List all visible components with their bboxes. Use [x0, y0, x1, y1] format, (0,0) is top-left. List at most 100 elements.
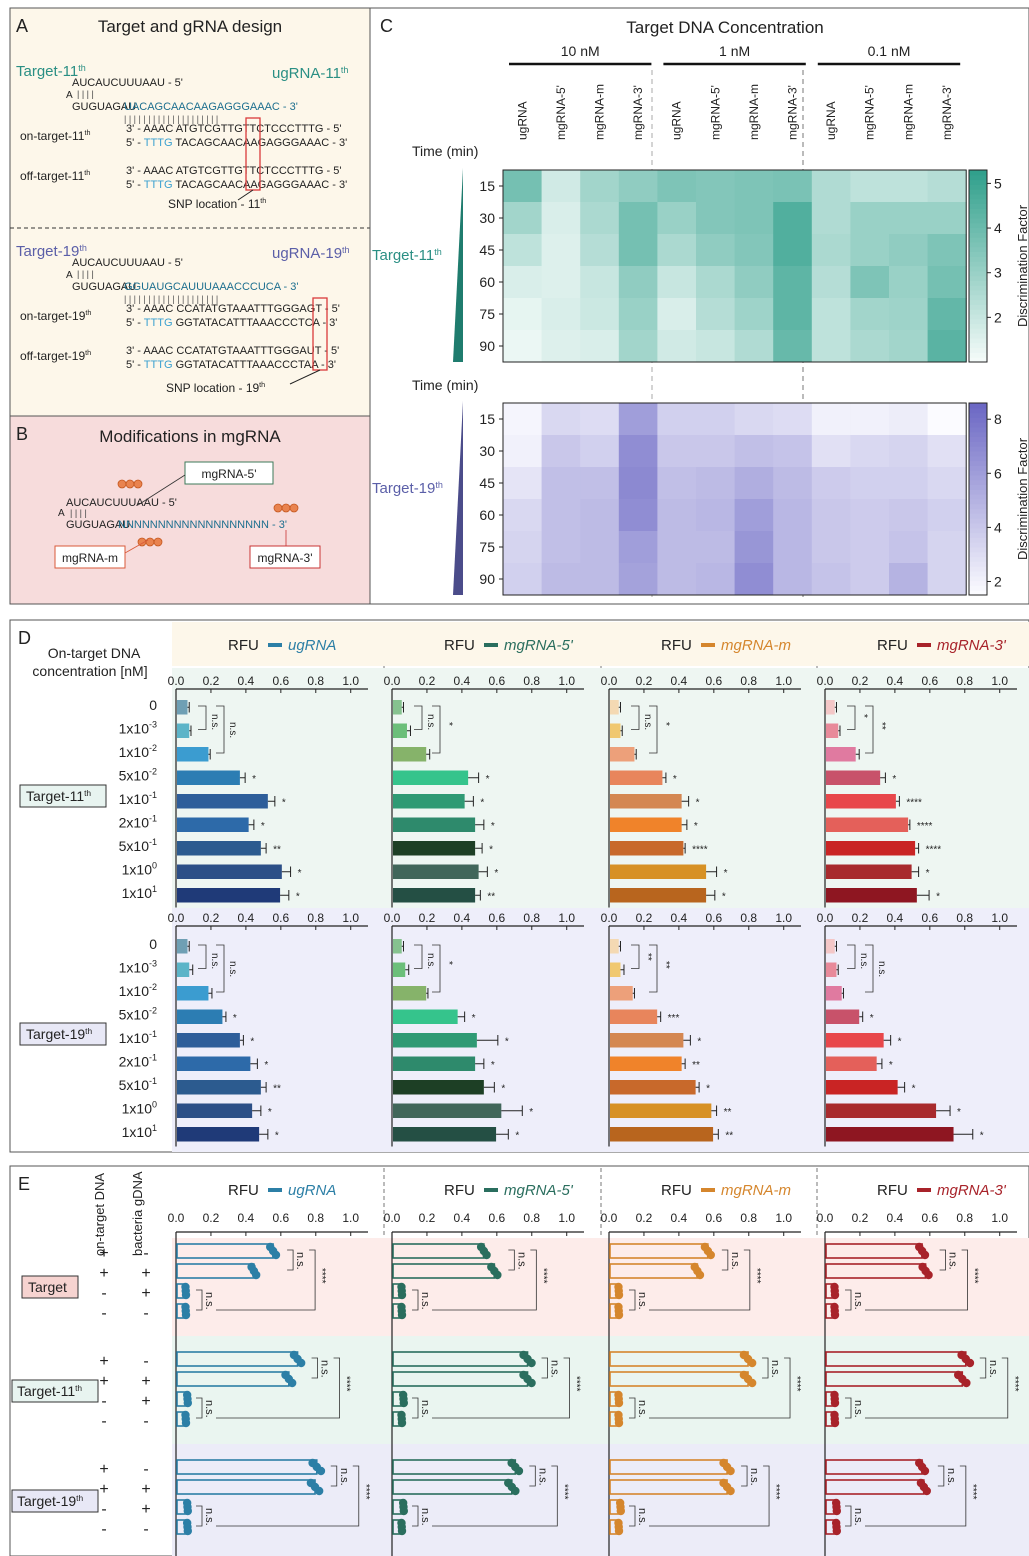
off-target-label: off-target-11th	[20, 168, 90, 183]
colorbar-segment	[969, 446, 987, 451]
significance-mark: *	[694, 821, 698, 832]
x-tick-label: 1.0	[991, 674, 1008, 688]
bar	[610, 986, 633, 1001]
column-label: mgRNA-5'	[708, 85, 722, 140]
heat-cell	[735, 234, 774, 267]
heat-cell	[657, 202, 696, 235]
heat-cell	[773, 435, 812, 468]
legend-label: mgRNA-5'	[504, 1182, 574, 1199]
replicate-dot	[398, 1527, 406, 1535]
sign-gdna: -	[143, 1305, 148, 1322]
panel-c-letter: C	[380, 16, 393, 36]
significance-mark: *	[892, 774, 896, 785]
heat-cell	[542, 266, 581, 299]
column-label: ugRNA	[515, 101, 529, 140]
sign-on-target: -	[101, 1501, 106, 1518]
heat-cell	[542, 234, 581, 267]
significance-mark: *	[252, 774, 256, 785]
replicate-dot	[615, 1527, 623, 1535]
colorbar-segment	[969, 509, 987, 514]
bar	[826, 939, 835, 954]
col1-header: on-target DNA	[92, 1173, 107, 1256]
colorbar-segment	[969, 261, 987, 266]
x-tick-label: 0.0	[168, 911, 185, 925]
x-tick-label: 0.2	[203, 911, 220, 925]
heat-cell	[503, 499, 542, 532]
bar	[826, 1104, 936, 1119]
heat-cell	[619, 563, 658, 596]
sig-bracket-label: ****	[558, 1484, 569, 1500]
x-tick-label: 0.0	[601, 911, 618, 925]
heat-cell	[850, 563, 889, 596]
bar	[826, 963, 836, 978]
x-tick-label: 1.0	[342, 1211, 359, 1225]
colorbar-segment	[969, 324, 987, 329]
time-tick: 75	[479, 539, 495, 555]
colorbar-segment	[969, 208, 987, 213]
bar	[177, 747, 208, 762]
x-tick-label: 0.0	[384, 911, 401, 925]
significance-mark: *	[696, 797, 700, 808]
replicate-dot	[833, 1507, 841, 1515]
sig-bracket-label: n.s.	[209, 714, 220, 730]
hairpin-a: A	[66, 90, 73, 101]
x-tick-label: 0.8	[956, 911, 973, 925]
heat-cell	[696, 234, 735, 267]
mgrna-m-label: mgRNA-m	[62, 551, 118, 565]
bar	[826, 841, 915, 856]
heat-cell	[580, 531, 619, 564]
colorbar-segment	[969, 170, 987, 175]
sign-on-target: -	[101, 1305, 106, 1322]
sign-on-target: -	[101, 1413, 106, 1430]
mod-5prime-0	[118, 480, 126, 488]
mod-3prime-0	[274, 504, 282, 512]
heat-cell	[889, 403, 928, 436]
significance-mark: **	[692, 1060, 700, 1071]
significance-mark: *	[491, 821, 495, 832]
significance-mark: ****	[926, 844, 942, 855]
sign-gdna: -	[143, 1461, 148, 1478]
sig-bracket-label: n.s.	[852, 1508, 864, 1526]
bar	[393, 747, 426, 762]
sig-bracket-label: n.s.	[209, 953, 220, 969]
bar	[610, 1057, 682, 1072]
significance-mark: *	[926, 868, 930, 879]
heat-cell	[657, 403, 696, 436]
sig-bracket-label: ****	[537, 1268, 548, 1284]
replicate-dot	[297, 1359, 305, 1367]
heat-cell	[928, 234, 967, 267]
sign-gdna: -	[143, 1521, 148, 1538]
replicate-dot	[921, 1467, 929, 1475]
bar	[826, 1057, 877, 1072]
sign-on-target: +	[99, 1373, 108, 1390]
sig-bracket-label: ****	[571, 1376, 582, 1392]
heat-cell	[696, 435, 735, 468]
colorbar-segment	[969, 314, 987, 319]
x-tick-label: 0.4	[671, 674, 688, 688]
heat-cell	[735, 499, 774, 532]
heat-cell	[850, 330, 889, 363]
colorbar-segment	[969, 328, 987, 333]
colorbar-segment	[969, 561, 987, 566]
colorbar-tick-label: 8	[994, 411, 1002, 427]
sig-bracket-label: n.s.	[425, 953, 436, 969]
significance-mark: *	[494, 868, 498, 879]
colorbar-segment	[969, 252, 987, 257]
x-tick-label: 0.2	[419, 674, 436, 688]
significance-mark: *	[233, 1013, 237, 1024]
target19-tag-label: Target-19th	[26, 1026, 92, 1042]
replicate-dot	[400, 1399, 408, 1407]
sig-bracket-label: n.s.	[319, 1360, 331, 1378]
hairpin-a: A	[66, 270, 73, 281]
heat-cell	[542, 531, 581, 564]
heat-cell	[696, 563, 735, 596]
replicate-dot	[184, 1399, 192, 1407]
sig-bracket-label: n.s.	[203, 1292, 215, 1310]
colorbar-segment	[969, 552, 987, 557]
significance-mark: *	[296, 891, 300, 902]
x-tick-label: 0.6	[921, 674, 938, 688]
x-tick-label: 0.8	[740, 1211, 757, 1225]
heat-cell	[657, 266, 696, 299]
hairpin-bonds: | | | |	[77, 89, 94, 99]
bar	[610, 724, 620, 739]
